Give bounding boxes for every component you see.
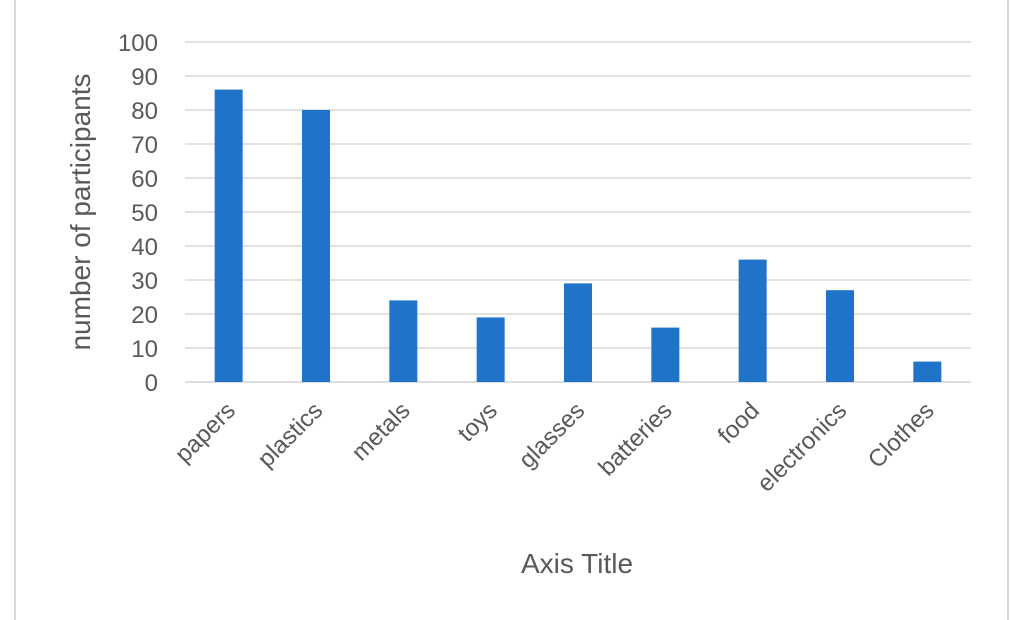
y-tick-label: 10 (131, 336, 158, 363)
y-tick-label: 50 (131, 200, 158, 227)
bars (214, 89, 942, 382)
bar-electronics (826, 290, 854, 382)
bar-metals (389, 300, 418, 382)
x-tick-label: metals (347, 397, 416, 466)
chart-border-left (14, 0, 16, 620)
bar-clothes (913, 361, 942, 382)
y-tick-label: 100 (118, 30, 158, 57)
x-tick-label: toys (453, 397, 503, 447)
bar-toys (476, 317, 505, 382)
y-tick-label: 80 (131, 98, 158, 125)
bar-papers (214, 89, 243, 382)
y-tick-label: 0 (145, 370, 158, 397)
x-tick-label: electronics (752, 397, 852, 497)
x-tick-label: plastics (253, 397, 329, 473)
x-axis-title: Axis Title (521, 548, 633, 579)
x-tick-labels: papers plastics metals toys glasses batteries… (170, 397, 940, 497)
y-tick-label: 40 (131, 234, 158, 261)
y-tick-labels: 0 10 20 30 40 50 60 70 80 90 100 (118, 30, 158, 397)
x-tick-label: papers (170, 397, 241, 468)
bar-batteries (651, 327, 680, 382)
x-tick-label: food (713, 397, 765, 449)
x-tick-label: Clothes (863, 397, 940, 474)
bar-food (738, 259, 767, 382)
y-tick-label: 70 (131, 132, 158, 159)
x-tick-label: glasses (514, 397, 591, 474)
y-axis-title: number of participants (65, 73, 96, 350)
x-tick-label: batteries (593, 397, 677, 481)
y-tick-label: 90 (131, 64, 158, 91)
bar-plastics (302, 110, 330, 382)
y-tick-label: 30 (131, 268, 158, 295)
y-tick-label: 60 (131, 166, 158, 193)
y-tick-label: 20 (131, 302, 158, 329)
chart-border-right (1007, 0, 1009, 620)
bar-glasses (564, 283, 592, 382)
